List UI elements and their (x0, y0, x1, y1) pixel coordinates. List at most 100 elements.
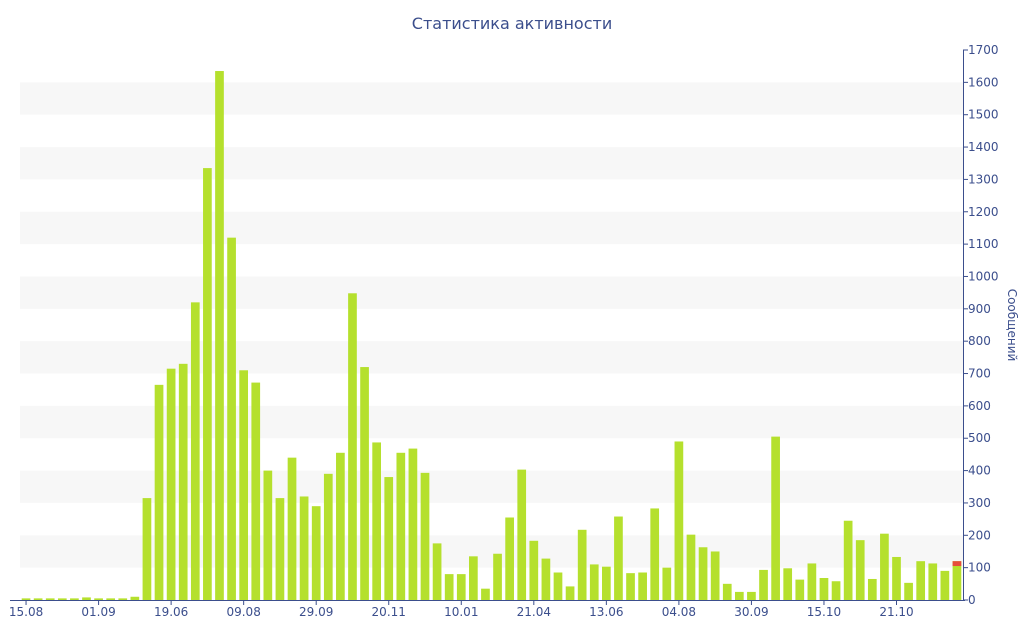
grid-band (20, 470, 963, 503)
bar (855, 540, 865, 600)
chart-title: Статистика активности (411, 14, 613, 33)
y-tick-label: 900 (968, 302, 991, 316)
bar (106, 598, 116, 600)
y-tick-label: 1200 (968, 205, 999, 219)
bar (70, 598, 79, 600)
x-tick-label: 29.09 (299, 605, 333, 619)
bar (94, 598, 103, 600)
grid-band (20, 535, 963, 568)
y-tick-label: 1100 (968, 237, 999, 251)
y-tick-label: 1600 (968, 75, 999, 89)
bar (940, 570, 950, 600)
bar (493, 553, 502, 600)
bar (420, 472, 430, 600)
bar (190, 302, 200, 600)
bar (311, 506, 321, 600)
bar (686, 534, 696, 600)
grid-band (20, 211, 963, 245)
bar (323, 473, 333, 600)
x-tick-label: 20.11 (372, 605, 406, 619)
y-tick-label: 700 (968, 367, 991, 381)
bar (626, 573, 635, 600)
y-tick-label: 1700 (968, 43, 999, 57)
bar (178, 363, 188, 600)
bar (952, 561, 962, 600)
axes-group: 0 100 200 300 400 500 600 700 800 900 1000 1100 1200… (9, 43, 999, 619)
bar (614, 516, 623, 600)
grid-band (20, 276, 963, 309)
bar (589, 564, 599, 600)
bar (130, 596, 140, 600)
bar-highlight (952, 561, 962, 567)
bar (57, 598, 67, 600)
bar (650, 508, 660, 600)
bar (142, 498, 152, 600)
bar (45, 598, 55, 600)
bar (867, 578, 877, 600)
bar (529, 540, 539, 600)
y-tick-label: 100 (968, 561, 991, 575)
grid-band (20, 341, 963, 374)
bar (662, 567, 672, 600)
y-tick-label: 1500 (968, 108, 999, 122)
bar (444, 574, 454, 600)
bar (831, 581, 841, 600)
y-tick-label: 1400 (968, 140, 999, 154)
bar (166, 368, 176, 600)
x-tick-label: 15.10 (807, 605, 841, 619)
bar (299, 496, 309, 600)
bar (892, 556, 901, 600)
bar (336, 452, 345, 600)
bar (432, 543, 442, 600)
bar (747, 591, 756, 600)
bar (384, 477, 394, 600)
bar (348, 293, 357, 600)
bar (698, 547, 708, 600)
bar (263, 470, 273, 600)
x-tick-label: 13.06 (589, 605, 623, 619)
bar (759, 569, 768, 600)
y-tick-label: 300 (968, 496, 991, 510)
x-tick-label: 15.08 (9, 605, 43, 619)
x-tick-label: 21.10 (879, 605, 913, 619)
bar (722, 583, 732, 600)
bar (638, 572, 647, 600)
bar (517, 469, 527, 600)
x-tick-label: 04.08 (662, 605, 696, 619)
bar (904, 582, 913, 600)
y-axis-title: Сообщений (1005, 289, 1019, 362)
bar (251, 382, 261, 600)
bar (396, 452, 406, 600)
bar (843, 520, 853, 600)
bars-group (21, 71, 962, 600)
bar (734, 591, 744, 600)
bar (82, 597, 91, 600)
y-tick-label: 1000 (968, 269, 999, 283)
bar (287, 457, 297, 600)
y-tick-label: 500 (968, 431, 991, 445)
y-tick-label: 1300 (968, 172, 999, 186)
x-tick-label: 19.06 (154, 605, 188, 619)
bar (239, 370, 249, 600)
bar (21, 598, 31, 600)
bar (807, 563, 817, 600)
bar (541, 558, 551, 600)
x-tick-label: 21.04 (517, 605, 551, 619)
bar (928, 563, 938, 600)
bar (215, 71, 224, 600)
grid-bands (20, 82, 963, 568)
bar (456, 574, 466, 600)
bar (819, 578, 829, 600)
y-tick-label: 400 (968, 464, 991, 478)
y-tick-label: 0 (968, 593, 976, 607)
bar (771, 436, 780, 600)
bar (783, 568, 793, 600)
y-tick-label: 600 (968, 399, 991, 413)
x-tick-label: 10.01 (444, 605, 478, 619)
bar (674, 441, 684, 600)
bar (795, 579, 805, 600)
bar (118, 598, 128, 600)
bar (227, 237, 236, 600)
